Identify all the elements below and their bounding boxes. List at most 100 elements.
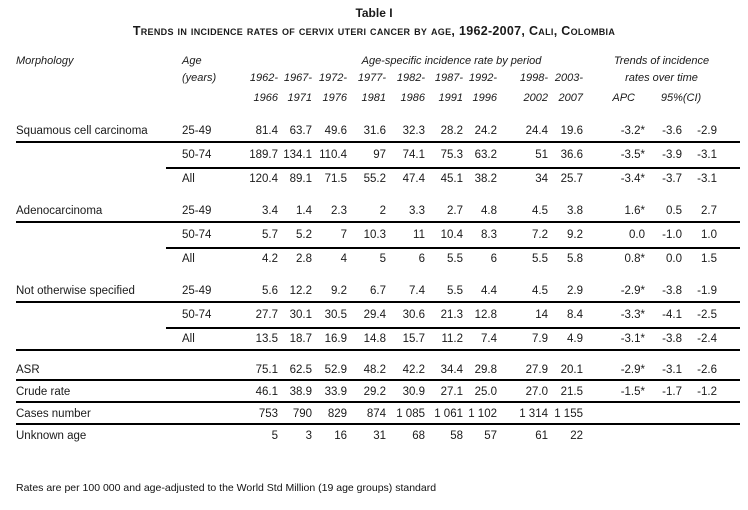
value-cell: 6 [490, 253, 497, 265]
value-cell: 134.1 [278, 143, 312, 169]
value-cell: 13.5 [255, 333, 278, 345]
value-cell: 753 [258, 408, 278, 420]
ci-high-cell: -2.4 [697, 333, 717, 345]
value-cell: 18.7 [289, 333, 312, 345]
ci-header: 95%(CI) [660, 92, 702, 104]
value-cell: 33.9 [324, 386, 347, 398]
ci-low-cell: 0.5 [666, 205, 682, 217]
value-cell: 74.1 [386, 143, 425, 169]
ci-low-cell: -3.9 [645, 143, 682, 169]
value-cell: 4.9 [567, 333, 583, 345]
value-cell: 47.4 [402, 173, 425, 185]
table-row: All 120.4 89.1 71.5 55.2 47.4 45.1 38.2 34 25.7 -3… [16, 167, 740, 191]
value-cell: 1 085 [396, 408, 425, 420]
value-cell: 11 [386, 223, 425, 249]
spacer-cell [717, 167, 740, 191]
value-cell: 7 [312, 223, 347, 249]
period-start: 1977- [357, 72, 386, 84]
summary-label-cell: Crude rate [16, 386, 71, 398]
summary-row: Crude rate 46.1 38.9 33.9 29.2 30.9 27.1 25.0 27… [16, 381, 740, 403]
value-cell: 45.1 [440, 173, 463, 185]
table-row: All 13.5 18.7 16.9 14.8 15.7 11.2 7.4 7.9 4.9 -3.1… [16, 327, 740, 351]
table-number: Table I [355, 6, 393, 20]
apc-cell: -3.2* [620, 125, 645, 137]
value-cell: 5.5 [447, 253, 463, 265]
period-end: 1966 [253, 92, 278, 104]
ci-high-cell: 2.7 [701, 205, 717, 217]
ci-low-cell: -3.8 [662, 333, 682, 345]
value-cell: 1.4 [296, 205, 312, 217]
age-cell: All [182, 173, 195, 185]
value-cell: 4.2 [262, 253, 278, 265]
ci-high-cell: -1.2 [697, 386, 717, 398]
value-cell: 8.4 [548, 303, 583, 329]
footnote-text: Rates are per 100 000 and age-adjusted t… [16, 482, 437, 494]
summary-row: Cases number 753 790 829 874 1 085 1 061 1 102 1… [16, 403, 740, 425]
value-cell: 3.4 [262, 205, 278, 217]
value-cell: 34 [535, 173, 548, 185]
value-cell: 7.4 [409, 285, 425, 297]
apc-cell: 1.6* [624, 205, 645, 217]
value-cell: 24.4 [525, 125, 548, 137]
morphology-cell [16, 327, 166, 351]
empty-cell [16, 70, 166, 86]
value-cell: 3 [305, 430, 312, 442]
apc-cell: -3.5* [583, 143, 645, 169]
value-cell: 36.6 [548, 143, 583, 169]
trends-header-line2: rates over time [625, 72, 698, 84]
trends-header-line1: Trends of incidence [613, 55, 710, 67]
value-cell: 52.9 [324, 364, 347, 376]
value-cell: 5 [379, 253, 386, 265]
table-row: 50-74 5.7 5.2 7 10.3 11 10.4 8.3 7.2 9.2 0.0 -1.0 1.… [16, 223, 740, 249]
apc-cell: 0.8* [624, 253, 645, 265]
value-cell: 9.2 [548, 223, 583, 249]
morphology-cell [16, 303, 166, 329]
value-cell: 63.7 [289, 125, 312, 137]
age-header: Age [182, 55, 202, 67]
value-cell: 874 [366, 408, 386, 420]
value-cell: 1 102 [468, 408, 497, 420]
period-end: 1986 [400, 92, 425, 104]
age-cell: All [182, 253, 195, 265]
period-start: 1967- [283, 72, 312, 84]
value-cell: 10.3 [347, 223, 386, 249]
value-cell: 14.8 [363, 333, 386, 345]
value-cell: 2.8 [296, 253, 312, 265]
spacer-cell [717, 143, 740, 169]
value-cell: 5.7 [230, 223, 278, 249]
value-cell: 7.4 [481, 333, 497, 345]
age-cell: All [182, 333, 195, 345]
value-cell: 14 [497, 303, 548, 329]
value-cell: 29.4 [347, 303, 386, 329]
value-cell: 20.1 [560, 364, 583, 376]
apc-cell: -2.9* [620, 364, 645, 376]
value-cell: 2.9 [567, 285, 583, 297]
morphology-cell [16, 167, 166, 191]
ci-high-cell: 1.0 [682, 223, 717, 249]
value-cell: 29.8 [474, 364, 497, 376]
title-block: Table I Trends in incidence rates of cer… [0, 0, 748, 41]
summary-label-cell: ASR [16, 364, 40, 376]
period-end: 2007 [558, 92, 583, 104]
ci-low-cell: -3.1 [662, 364, 682, 376]
value-cell: 68 [412, 430, 425, 442]
value-cell: 89.1 [289, 173, 312, 185]
value-cell: 32.3 [402, 125, 425, 137]
value-cell: 51 [497, 143, 548, 169]
footnotes: Rates are per 100 000 and age-adjusted t… [16, 453, 748, 510]
value-cell: 21.5 [560, 386, 583, 398]
value-cell: 2.7 [447, 205, 463, 217]
value-cell: 8.3 [463, 223, 497, 249]
spacer-cell [717, 199, 740, 223]
apc-cell [583, 403, 645, 425]
spacer-cell [717, 425, 740, 447]
period-start: 1992- [468, 72, 497, 84]
ci-high-cell: 1.5 [701, 253, 717, 265]
ci-low-cell: -3.7 [662, 173, 682, 185]
value-cell: 2.3 [331, 205, 347, 217]
value-cell: 29.2 [363, 386, 386, 398]
period-start: 2003- [554, 72, 583, 84]
value-cell: 21.3 [425, 303, 463, 329]
value-cell: 3.3 [409, 205, 425, 217]
value-cell: 189.7 [230, 143, 278, 169]
